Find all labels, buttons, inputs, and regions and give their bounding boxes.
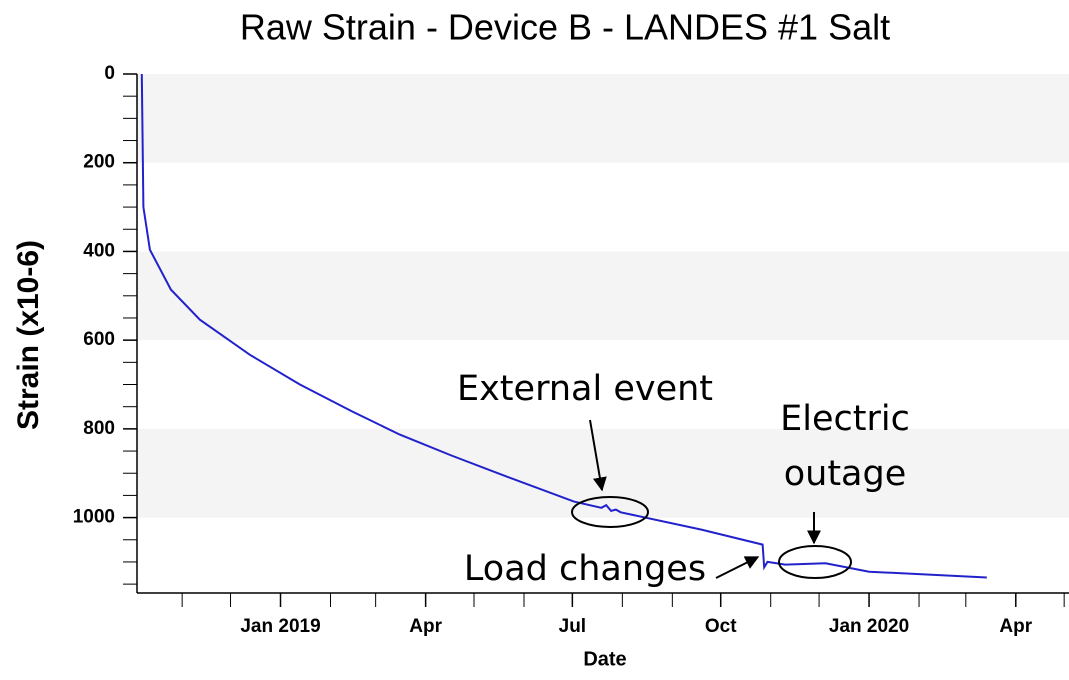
x-tick-label: Jan 2020 [829,616,909,637]
annotation-text: External event [457,369,713,409]
y-tick-label: 200 [83,152,115,173]
x-tick-label: Oct [705,616,737,637]
y-tick-label: 1000 [73,507,115,528]
annotation-arrow [589,419,607,492]
annotation-text: Electric [780,399,910,439]
x-tick-label: Jul [559,616,586,637]
y-tick-label: 400 [83,240,115,261]
x-tick-label: Jan 2019 [240,616,320,637]
x-axis-label: Date [583,648,626,670]
y-tick-label: 0 [104,63,115,84]
annotation-arrow [715,556,760,579]
chart-title: Raw Strain - Device B - LANDES #1 Salt [240,7,890,48]
x-tick-label: Apr [999,616,1032,637]
annotation-text: Load changes [464,549,706,589]
x-tick-label: Apr [409,616,442,637]
grid-band [137,74,1069,163]
data-line [140,73,987,579]
annotation-text: outage [784,454,907,494]
y-tick-label: 600 [83,329,115,350]
annotation-ellipse [571,496,649,528]
y-tick-label: 800 [83,418,115,439]
annotation-ellipse [778,545,852,579]
grid-band [137,428,1069,518]
grid-band [137,251,1069,341]
y-axis-label: Strain (x10-6) [12,240,45,430]
